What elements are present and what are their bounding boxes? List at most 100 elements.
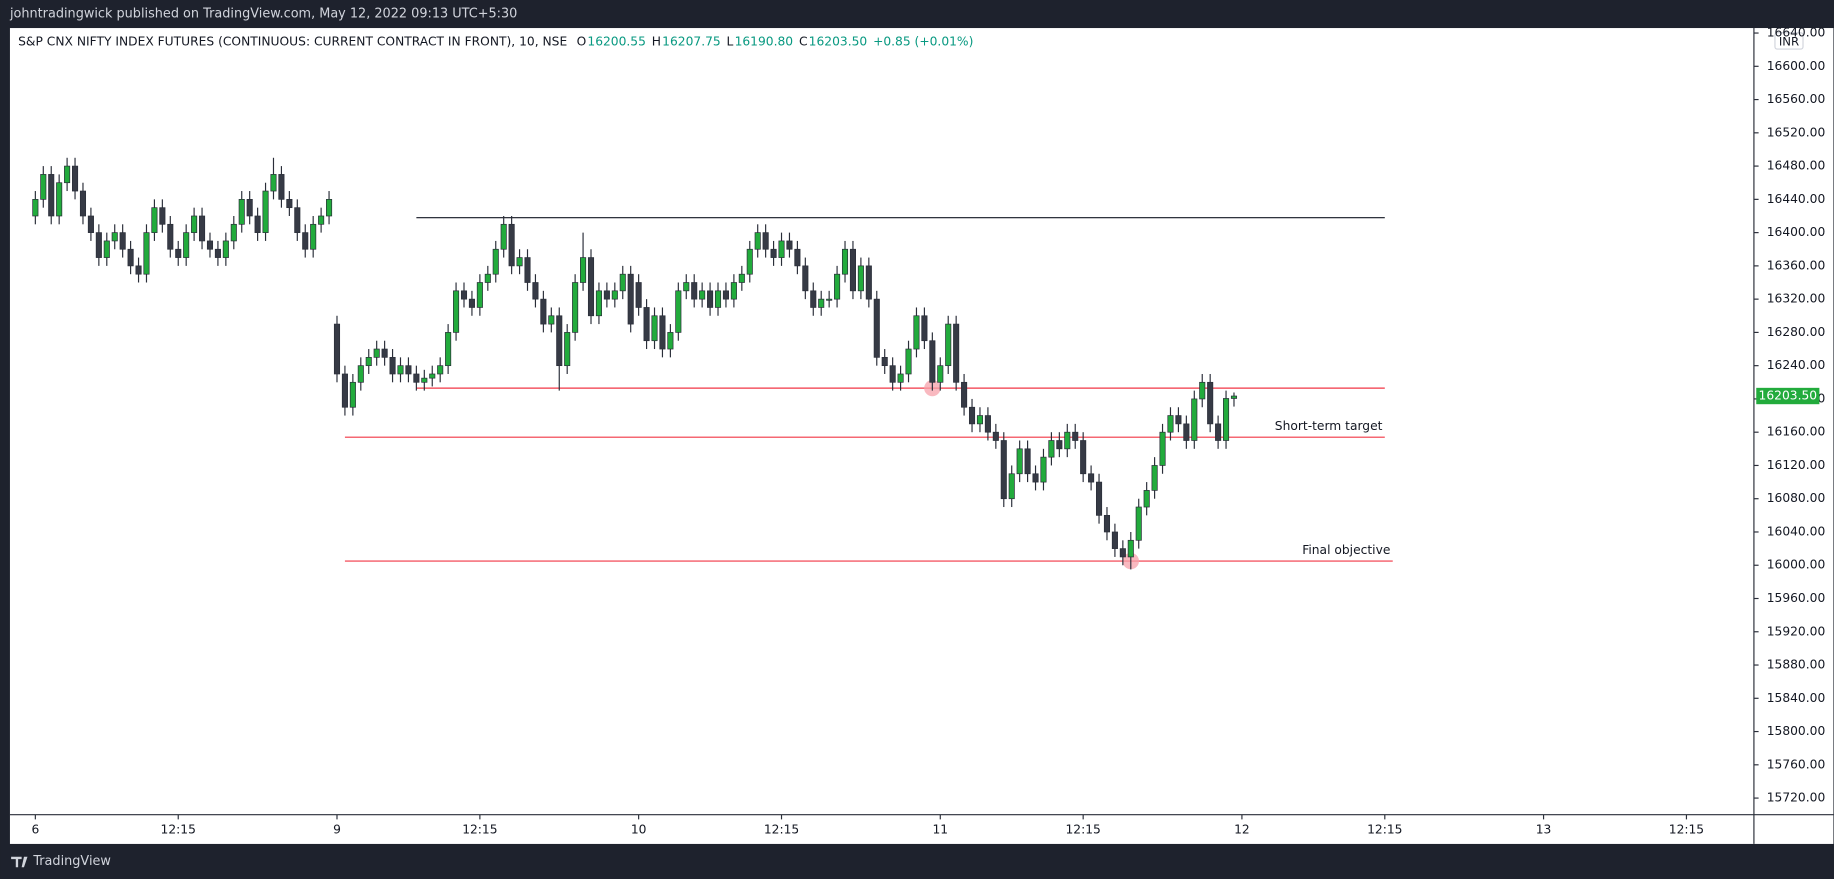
candle-body [778, 240, 785, 258]
candle-body [1008, 473, 1015, 500]
y-tick-label: 16000.00 [1767, 558, 1826, 572]
candle-body [1000, 440, 1007, 500]
candle-body [913, 315, 920, 350]
y-tick-label: 15920.00 [1767, 624, 1826, 638]
candle-body [945, 323, 952, 367]
currency-badge [1774, 32, 1804, 50]
candle-body [413, 373, 420, 383]
candle-body [500, 223, 507, 250]
candle-body [524, 257, 531, 283]
legend: S&P CNX NIFTY INDEX FUTURES (CONTINUOUS:… [18, 35, 973, 49]
candle-body [968, 406, 976, 425]
candle-body [992, 431, 999, 441]
candle-body [206, 240, 214, 250]
candle-body [707, 290, 714, 308]
candle-body [1207, 381, 1214, 425]
candle-body [984, 415, 991, 433]
candle-body [460, 290, 468, 300]
candle-body [238, 199, 245, 225]
candle-body [643, 307, 650, 342]
candle-body [865, 265, 872, 300]
y-tick-label: 16520.00 [1767, 125, 1826, 139]
candle-body [151, 207, 158, 233]
y-tick-label: 15880.00 [1767, 658, 1826, 672]
candle-body [1119, 548, 1126, 558]
candle-body [722, 290, 729, 300]
candle-body [302, 232, 309, 250]
candle-body [1175, 415, 1182, 425]
candle-body [135, 265, 142, 275]
candle-body [341, 373, 348, 408]
candle-body [1199, 381, 1206, 400]
x-tick-label: 12:15 [764, 822, 799, 836]
candle-body [1223, 398, 1230, 441]
x-tick-label: 12 [1234, 822, 1250, 836]
candle-body [71, 165, 79, 192]
candle-body [318, 215, 325, 225]
candle-body [595, 290, 602, 317]
candle-body [349, 381, 356, 408]
candle-body [437, 365, 444, 375]
time-axis [9, 814, 1834, 844]
candle-body [881, 357, 888, 367]
candle-body [786, 240, 793, 250]
level-label: Short-term target [1275, 419, 1383, 433]
candle-body [691, 282, 698, 300]
candle-body [611, 290, 618, 300]
candle-body [453, 290, 460, 333]
candle-body [1024, 448, 1031, 475]
candle-body [794, 248, 801, 267]
candle-body [746, 248, 753, 275]
candle-body [167, 223, 174, 250]
candle-body [445, 332, 452, 367]
candle-body [540, 298, 547, 325]
candle-body [754, 232, 761, 250]
candle-body [826, 298, 833, 301]
candle-body [1095, 481, 1103, 516]
candle-body [48, 174, 55, 217]
candle-body [1016, 448, 1023, 475]
candle-body [1167, 415, 1174, 433]
y-tick-label: 16040.00 [1767, 524, 1826, 538]
y-tick-label: 16360.00 [1767, 258, 1826, 272]
ohlc-value: 16203.50 [809, 35, 868, 49]
level-label: Final objective [1302, 543, 1390, 557]
candle-body [627, 273, 634, 325]
y-tick-label: 16480.00 [1767, 159, 1826, 173]
candle-body [1056, 440, 1063, 450]
candle-body [405, 365, 412, 375]
x-tick-label: 9 [333, 822, 341, 836]
candle-body [699, 290, 706, 300]
candle-body [143, 232, 150, 275]
candle-body [1111, 531, 1118, 549]
candle-body [230, 223, 237, 242]
candle-body [468, 298, 475, 308]
candle-body [659, 315, 666, 350]
candle-body [929, 340, 936, 383]
last-price-label: 16203.50 [1759, 389, 1818, 403]
y-tick-label: 16560.00 [1767, 92, 1826, 106]
candle-body [770, 248, 777, 258]
candle-body [127, 248, 134, 267]
candle-body [516, 257, 523, 267]
ohlc-value: 16200.55 [587, 35, 646, 49]
candle-body [326, 199, 333, 217]
candle-body [246, 199, 253, 217]
candle-body [87, 215, 94, 233]
candle-body [762, 232, 769, 250]
candle-body [889, 365, 896, 383]
candle-body [310, 223, 317, 250]
candle-body [1191, 398, 1198, 441]
candle-body [1040, 456, 1047, 483]
x-tick-label: 12:15 [1669, 822, 1704, 836]
symbol-title: S&P CNX NIFTY INDEX FUTURES (CONTINUOUS:… [18, 35, 567, 49]
plot-area [9, 28, 1754, 815]
x-tick-label: 12:15 [462, 822, 497, 836]
candle-body [1088, 473, 1095, 483]
x-tick-label: 12:15 [1367, 822, 1402, 836]
candle-body [1215, 423, 1222, 441]
candle-body [278, 174, 285, 200]
candle-body [270, 174, 277, 192]
candle-body [79, 190, 87, 217]
